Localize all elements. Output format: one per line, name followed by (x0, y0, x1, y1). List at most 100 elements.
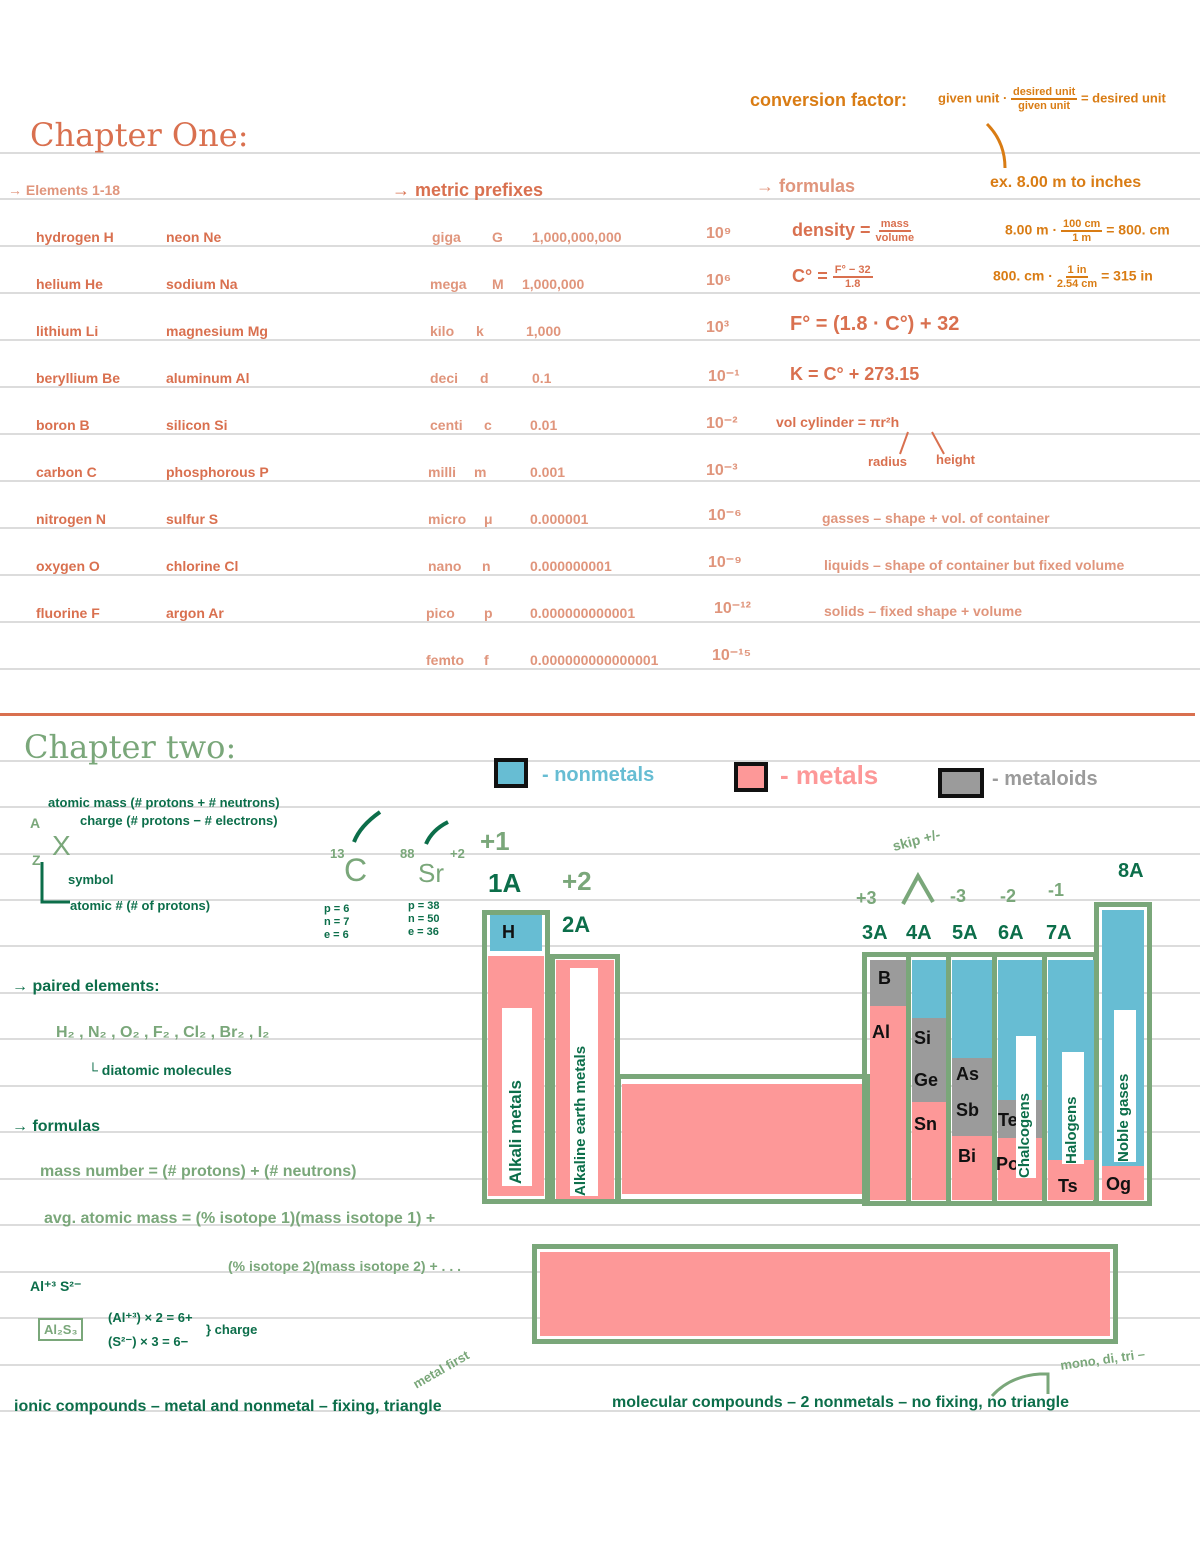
prefix-value: 0.001 (530, 464, 566, 480)
density-formula: density = mass volume (792, 218, 914, 244)
example-2-result: = 315 in (1101, 267, 1153, 284)
element-item: helium He (36, 276, 103, 292)
prefix-symbol: M (492, 276, 504, 292)
avg-mass-formula-line2: (% isotope 2)(mass isotope 2) + . . . (228, 1258, 461, 1274)
numerator: desired unit (1010, 86, 1078, 100)
example-1-result: = 800. cm (1106, 221, 1170, 238)
prefix-power: 10⁻² (706, 415, 738, 432)
symbol-Ts: Ts (1058, 1176, 1078, 1196)
charge-line-1: (Al⁺³) × 2 = 6+ (108, 1310, 193, 1325)
metric-heading: → metric prefixes (392, 180, 544, 200)
symbol-Ge: Ge (914, 1070, 939, 1090)
prefix-power: 10⁻¹ (708, 368, 740, 385)
cylinder-height-label: height (936, 452, 975, 467)
formulas-heading: → formulas (12, 1118, 101, 1135)
prefix-name: deci (430, 370, 459, 386)
prefix-name: pico (426, 605, 455, 621)
mass-label: atomic mass (# protons + # neutrons) (48, 795, 280, 810)
symbol-Sb: Sb (956, 1100, 980, 1120)
fahrenheit-formula: F° = (1.8 · C°) + 32 (790, 313, 960, 335)
element-item: neon Ne (166, 229, 222, 245)
symbol-B: B (878, 968, 891, 988)
strontium-symbol: Sr (418, 858, 444, 888)
prefix-name: femto (426, 652, 465, 668)
strontium-annotation (424, 820, 449, 845)
element-item: phosphorous P (166, 464, 269, 480)
f-block-box (532, 1244, 1118, 1344)
group-8A: 8A (1118, 860, 1144, 882)
group-5A: 5A (952, 922, 978, 944)
divider (1042, 952, 1047, 1206)
noble-label-bg (1114, 1010, 1136, 1162)
strontium-charge: +2 (450, 846, 465, 861)
prefix-power: 10⁻⁹ (708, 554, 742, 571)
element-item: lithium Li (36, 323, 99, 339)
group-1-box (482, 910, 550, 1204)
transition-metals-fill (622, 1084, 862, 1194)
prefix-name: mega (430, 276, 467, 292)
molecular-note: mono, di, tri – (1059, 1346, 1146, 1373)
molecular-compounds: molecular compounds – 2 nonmetals – no f… (612, 1394, 1069, 1411)
element-item: hydrogen H (36, 229, 114, 245)
prefix-value: 0.000000000001 (530, 605, 636, 621)
group-4-metaloids (912, 1018, 946, 1102)
carbon-symbol: C (344, 852, 368, 888)
metaloid-swatch (938, 768, 984, 798)
divider (906, 952, 911, 1206)
elements-heading: → Elements 1-18 (8, 182, 121, 198)
symbol-Te: Te (998, 1110, 1018, 1130)
element-item: boron B (36, 417, 90, 433)
group-4A: 4A (906, 922, 932, 944)
divider (946, 952, 951, 1206)
atomic-number-label: atomic # (# of protons) (70, 898, 211, 913)
formula-box: Al₂S₃ (38, 1318, 84, 1341)
mass-number-formula: mass number = (# protons) + (# neutrons) (40, 1163, 357, 1180)
element-item: oxygen O (36, 558, 100, 574)
charge-g1: +1 (480, 826, 510, 856)
gases-note: gasses – shape + vol. of container (822, 510, 1050, 526)
bracket-lines (40, 862, 70, 904)
kelvin-formula: K = C° + 273.15 (790, 364, 920, 384)
connector-line (985, 122, 1007, 169)
prefix-value: 1,000 (526, 323, 562, 339)
ions: Al⁺³ S²⁻ (30, 1278, 82, 1294)
example-title: ex. 8.00 m to inches (990, 174, 1142, 191)
charge-g7: -1 (1048, 880, 1065, 900)
carbon-electrons: e = 6 (324, 929, 349, 941)
formula-right: = desired unit (1080, 90, 1166, 106)
element-item: sulfur S (166, 511, 219, 527)
symbol-Si: Si (914, 1028, 932, 1048)
element-item: magnesium Mg (166, 323, 268, 339)
symbol-Al: Al (872, 1022, 890, 1042)
denominator: volume (875, 232, 915, 244)
group-8-metal (1102, 1166, 1144, 1200)
nonmetal-swatch (494, 758, 528, 788)
prefix-power: 10⁻¹² (714, 600, 751, 617)
carbon-protons: p = 6 (324, 903, 350, 915)
example-2: 800. cm · 1 in 2.54 cm = 315 in (993, 264, 1153, 290)
skip-caret (901, 872, 935, 905)
strontium-neutrons: n = 50 (408, 913, 440, 925)
example-1: 8.00 m · 100 cm 1 m = 800. cm (1005, 218, 1170, 244)
numerator: F° − 32 (832, 264, 873, 278)
carbon-mass: 13 (330, 846, 345, 861)
group-1A: 1A (488, 868, 522, 898)
group-2A: 2A (562, 912, 591, 937)
group-4-metals (912, 1102, 946, 1200)
group-5-metaloids (952, 1058, 992, 1136)
prefix-value: 0.000000001 (530, 558, 612, 574)
group-3-metals (870, 1006, 906, 1200)
prefix-symbol: μ (484, 511, 493, 527)
symbol-label: symbol (68, 872, 114, 887)
strontium-electrons: e = 36 (408, 926, 439, 938)
element-item: nitrogen N (36, 511, 106, 527)
denominator: 2.54 cm (1056, 278, 1098, 290)
prefix-symbol: n (482, 558, 491, 574)
prefix-power: 10⁶ (706, 272, 732, 289)
prefix-name: micro (428, 511, 467, 527)
celsius-formula: C° = F° − 32 1.8 (792, 264, 873, 290)
chapter-one-title: Chapter One: (30, 116, 249, 154)
mass-number-A: A (30, 815, 41, 831)
group-4-nonmetal (912, 960, 946, 1018)
fraction: 1 in 2.54 cm (1057, 264, 1097, 290)
